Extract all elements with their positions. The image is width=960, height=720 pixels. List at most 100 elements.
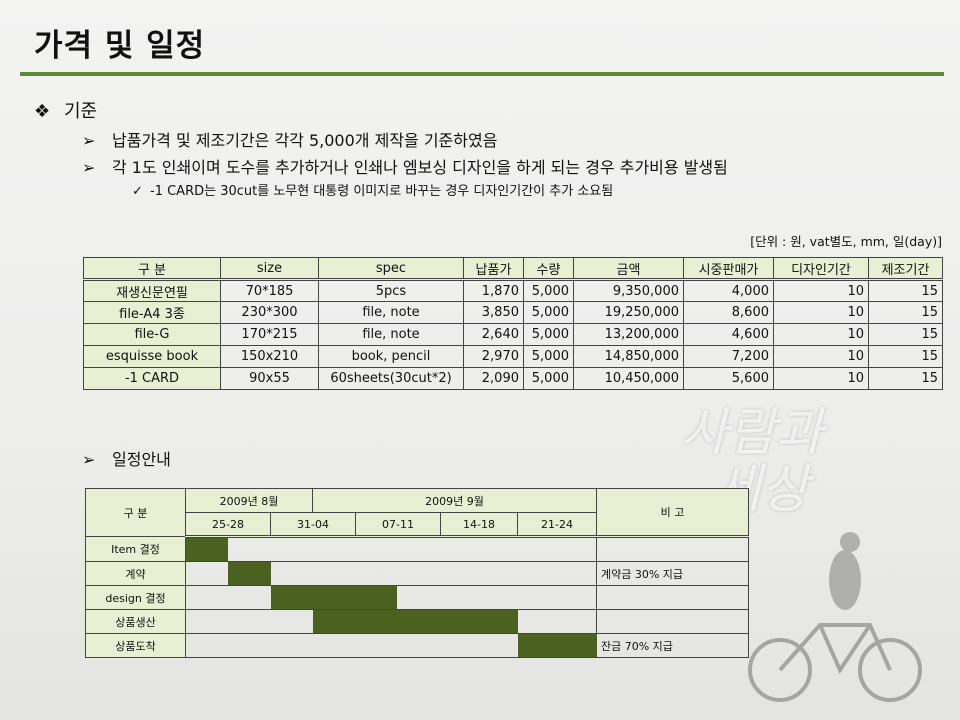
table-row: 재생신문연필 70*185 5pcs 1,870 5,000 9,350,000 4,000… — [83, 279, 943, 302]
table-row: file-G 170*215 file, note 2,640 5,000 13,200,… — [83, 323, 943, 346]
table-cell: 4,000 — [683, 279, 774, 302]
table-cell: 2,640 — [463, 323, 524, 346]
schedule-row: 상품생산 — [85, 609, 749, 634]
table-cell: 8,600 — [683, 301, 774, 324]
table-cell: -1 CARD — [83, 367, 221, 390]
week-header: 21-24 — [517, 512, 597, 538]
task-name: 상품도착 — [85, 633, 186, 658]
schedule-table: 구 분 2009년 8월 2009년 9월 비 고 25-28 31-04 07… — [85, 488, 749, 658]
table-cell: 5,000 — [523, 345, 574, 368]
col-header: size — [220, 257, 319, 281]
table-cell: 9,350,000 — [573, 279, 684, 302]
title-divider — [20, 72, 944, 76]
table-cell: file-G — [83, 323, 221, 346]
table-cell: 10,450,000 — [573, 367, 684, 390]
gantt-bar — [228, 562, 271, 585]
criteria-subitem-text: -1 CARD는 30cut를 노무현 대통령 이미지로 바꾸는 경우 디자인기… — [150, 184, 614, 199]
diamond-bullet-icon: ❖ — [34, 101, 51, 122]
criteria-item: ➢ 각 1도 인쇄이며 도수를 추가하거나 인쇄나 엠보싱 디자인을 하게 되는 … — [82, 154, 728, 178]
table-cell: 70*185 — [220, 279, 319, 302]
table-cell: 15 — [868, 367, 943, 390]
schedule-heading: ➢ 일정안내 — [82, 446, 171, 470]
schedule-row: 상품도착 잔금 70% 지급 — [85, 633, 749, 658]
schedule-row: design 결정 — [85, 585, 749, 610]
table-cell: 150x210 — [220, 345, 319, 368]
table-cell: 10 — [773, 345, 869, 368]
gantt-bar — [271, 586, 397, 609]
table-cell: 10 — [773, 279, 869, 302]
table-cell: 7,200 — [683, 345, 774, 368]
criteria-subitem: ✓ -1 CARD는 30cut를 노무현 대통령 이미지로 바꾸는 경우 디자인… — [132, 180, 613, 199]
col-header: 디자인기간 — [773, 257, 869, 281]
task-name: 계약 — [85, 561, 186, 586]
col-header: 수량 — [523, 257, 574, 281]
schedule-heading-text: 일정안내 — [112, 450, 171, 469]
timeline-cell — [185, 609, 597, 634]
week-header: 25-28 — [185, 512, 271, 538]
check-bullet-icon: ✓ — [132, 184, 143, 199]
criteria-heading-text: 기준 — [64, 101, 98, 122]
table-row: file-A4 3종 230*300 file, note 3,850 5,000 19,… — [83, 301, 943, 324]
table-cell: 60sheets(30cut*2) — [318, 367, 464, 390]
table-cell: 1,870 — [463, 279, 524, 302]
col-header: 금액 — [573, 257, 684, 281]
price-table: 구 분 size spec 납품가 수량 금액 시중판매가 디자인기간 제조기간 재생신문연필 70… — [83, 257, 943, 390]
col-header: spec — [318, 257, 464, 281]
schedule-row: 계약 계약금 30% 지급 — [85, 561, 749, 586]
cyclist-illustration — [748, 532, 922, 702]
table-cell: 5,000 — [523, 301, 574, 324]
timeline-cell — [185, 561, 597, 586]
arrow-bullet-icon: ➢ — [82, 131, 96, 150]
table-row: esquisse book 150x210 book, pencil 2,970 5,0… — [83, 345, 943, 368]
month-header: 2009년 9월 — [312, 488, 597, 513]
col-header: 시중판매가 — [683, 257, 774, 281]
table-cell: esquisse book — [83, 345, 221, 368]
table-cell: 13,200,000 — [573, 323, 684, 346]
table-cell: book, pencil — [318, 345, 464, 368]
table-cell: 14,850,000 — [573, 345, 684, 368]
table-cell: 15 — [868, 279, 943, 302]
table-cell: 5,600 — [683, 367, 774, 390]
table-cell: 19,250,000 — [573, 301, 684, 324]
table-cell: file, note — [318, 301, 464, 324]
table-cell: 5,000 — [523, 323, 574, 346]
table-cell: 15 — [868, 301, 943, 324]
criteria-item: ➢ 납품가격 및 제조기간은 각각 5,000개 제작을 기준하였음 — [82, 127, 497, 151]
criteria-heading: ❖ 기준 — [34, 97, 97, 123]
week-header: 07-11 — [355, 512, 441, 538]
col-header: 제조기간 — [868, 257, 943, 281]
page-title: 가격 및 일정 — [34, 28, 206, 64]
week-header: 14-18 — [440, 512, 518, 538]
table-cell: 재생신문연필 — [83, 279, 221, 302]
table-cell: 15 — [868, 323, 943, 346]
timeline-cell — [185, 633, 597, 658]
watermark-logo: 사람과 세상 — [680, 403, 824, 521]
table-cell: 230*300 — [220, 301, 319, 324]
gantt-bar — [518, 634, 597, 657]
gantt-bar — [186, 538, 228, 561]
table-cell: 4,600 — [683, 323, 774, 346]
table-cell: 3,850 — [463, 301, 524, 324]
task-name: design 결정 — [85, 585, 186, 610]
table-cell: 2,970 — [463, 345, 524, 368]
table-cell: 10 — [773, 367, 869, 390]
table-cell: 10 — [773, 323, 869, 346]
unit-note: [단위 : 원, vat별도, mm, 일(day)] — [750, 234, 942, 249]
task-note — [596, 609, 749, 634]
table-row: -1 CARD 90x55 60sheets(30cut*2) 2,090 5,000 1… — [83, 367, 943, 390]
table-cell: 90x55 — [220, 367, 319, 390]
task-note — [596, 585, 749, 610]
col-header: 구 분 — [83, 257, 221, 281]
table-cell: 10 — [773, 301, 869, 324]
gantt-bar — [313, 610, 518, 633]
arrow-bullet-icon: ➢ — [82, 450, 96, 469]
arrow-bullet-icon: ➢ — [82, 158, 96, 177]
col-header-note: 비 고 — [596, 488, 749, 538]
task-note: 계약금 30% 지급 — [596, 561, 749, 586]
table-cell: 5,000 — [523, 367, 574, 390]
table-cell: 2,090 — [463, 367, 524, 390]
table-cell: 15 — [868, 345, 943, 368]
month-header: 2009년 8월 — [185, 488, 313, 513]
col-header: 납품가 — [463, 257, 524, 281]
table-cell: 5,000 — [523, 279, 574, 302]
